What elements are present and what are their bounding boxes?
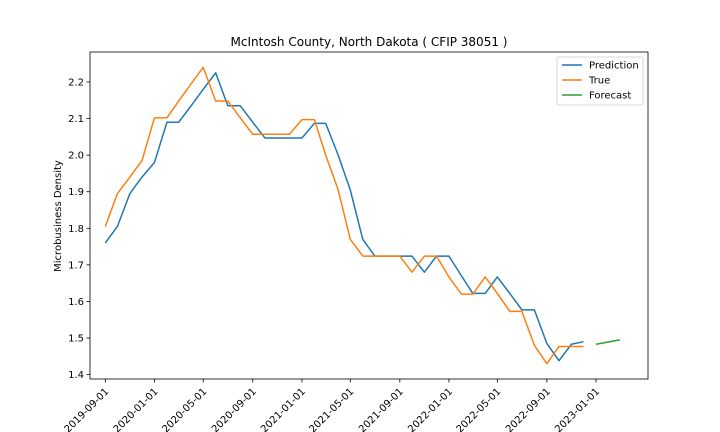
x-tick-label: 2021-09-01 — [357, 386, 406, 432]
x-tick-label: 2022-09-01 — [504, 386, 553, 432]
series-line-true — [104, 66, 584, 365]
y-tick-label: 1.6 — [68, 297, 84, 308]
x-tick-label: 2020-09-01 — [210, 386, 259, 432]
legend-label-true: True — [588, 76, 610, 87]
y-axis: 1.4 1.5 1.6 1.7 1.8 1.9 2.0 2.1 2.2 — [68, 77, 90, 381]
plot-lines — [104, 66, 620, 365]
x-tick-label: 2020-05-01 — [160, 386, 209, 432]
legend-label-forecast: Forecast — [589, 91, 631, 102]
y-tick-label: 1.7 — [68, 260, 84, 271]
x-tick-label: 2020-01-01 — [112, 386, 161, 432]
x-axis: 2019-09-01 2020-01-01 2020-05-01 2020-09-01… — [63, 379, 602, 432]
x-tick-label: 2022-01-01 — [406, 386, 455, 432]
plot-area-frame — [89, 51, 649, 380]
x-tick-label: 2022-05-01 — [455, 386, 504, 432]
x-tick-label: 2019-09-01 — [63, 386, 112, 432]
series-line-prediction — [104, 72, 584, 362]
chart-title: McIntosh County, North Dakota ( CFIP 380… — [231, 35, 508, 49]
x-tick-label: 2021-01-01 — [259, 386, 308, 432]
series-line-forecast — [595, 339, 620, 345]
legend-label-prediction: Prediction — [589, 61, 639, 72]
x-tick-label: 2021-05-01 — [308, 386, 357, 432]
y-tick-label: 2.0 — [68, 151, 84, 162]
y-tick-label: 1.9 — [68, 187, 84, 198]
y-tick-label: 2.1 — [68, 114, 84, 125]
legend-box — [556, 56, 644, 106]
x-tick-label: 2023-01-01 — [553, 386, 602, 432]
y-axis-label: Microbusiness Density — [53, 160, 64, 272]
legend: Prediction True Forecast — [556, 56, 644, 106]
y-tick-label: 1.5 — [68, 334, 84, 345]
y-tick-label: 1.4 — [68, 370, 84, 381]
y-tick-label: 2.2 — [68, 77, 84, 88]
y-tick-label: 1.8 — [68, 224, 84, 235]
